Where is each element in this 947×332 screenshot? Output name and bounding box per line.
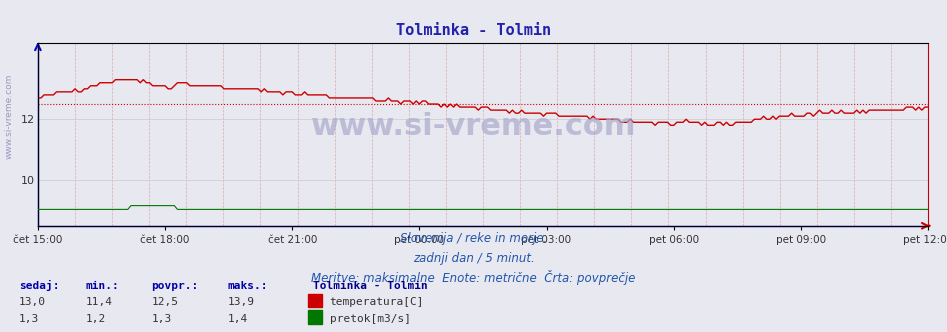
Text: Meritve: maksimalne  Enote: metrične  Črta: povprečje: Meritve: maksimalne Enote: metrične Črta… xyxy=(312,270,635,285)
Text: zadnji dan / 5 minut.: zadnji dan / 5 minut. xyxy=(413,252,534,265)
Text: 13,0: 13,0 xyxy=(19,297,46,307)
Text: min.:: min.: xyxy=(85,281,119,291)
Text: 1,2: 1,2 xyxy=(85,314,105,324)
Text: www.si-vreme.com: www.si-vreme.com xyxy=(311,112,636,141)
Text: 1,4: 1,4 xyxy=(227,314,247,324)
Text: maks.:: maks.: xyxy=(227,281,268,291)
Text: 1,3: 1,3 xyxy=(19,314,39,324)
Text: Tolminka - Tolmin: Tolminka - Tolmin xyxy=(313,281,427,291)
Text: 1,3: 1,3 xyxy=(152,314,171,324)
Text: temperatura[C]: temperatura[C] xyxy=(330,297,424,307)
Text: 11,4: 11,4 xyxy=(85,297,113,307)
Text: Slovenija / reke in morje.: Slovenija / reke in morje. xyxy=(400,232,547,245)
Text: 13,9: 13,9 xyxy=(227,297,255,307)
Text: povpr.:: povpr.: xyxy=(152,281,199,291)
Text: sedaj:: sedaj: xyxy=(19,280,60,291)
Text: pretok[m3/s]: pretok[m3/s] xyxy=(330,314,411,324)
Text: www.si-vreme.com: www.si-vreme.com xyxy=(5,73,14,159)
Text: 12,5: 12,5 xyxy=(152,297,179,307)
Text: Tolminka - Tolmin: Tolminka - Tolmin xyxy=(396,23,551,38)
